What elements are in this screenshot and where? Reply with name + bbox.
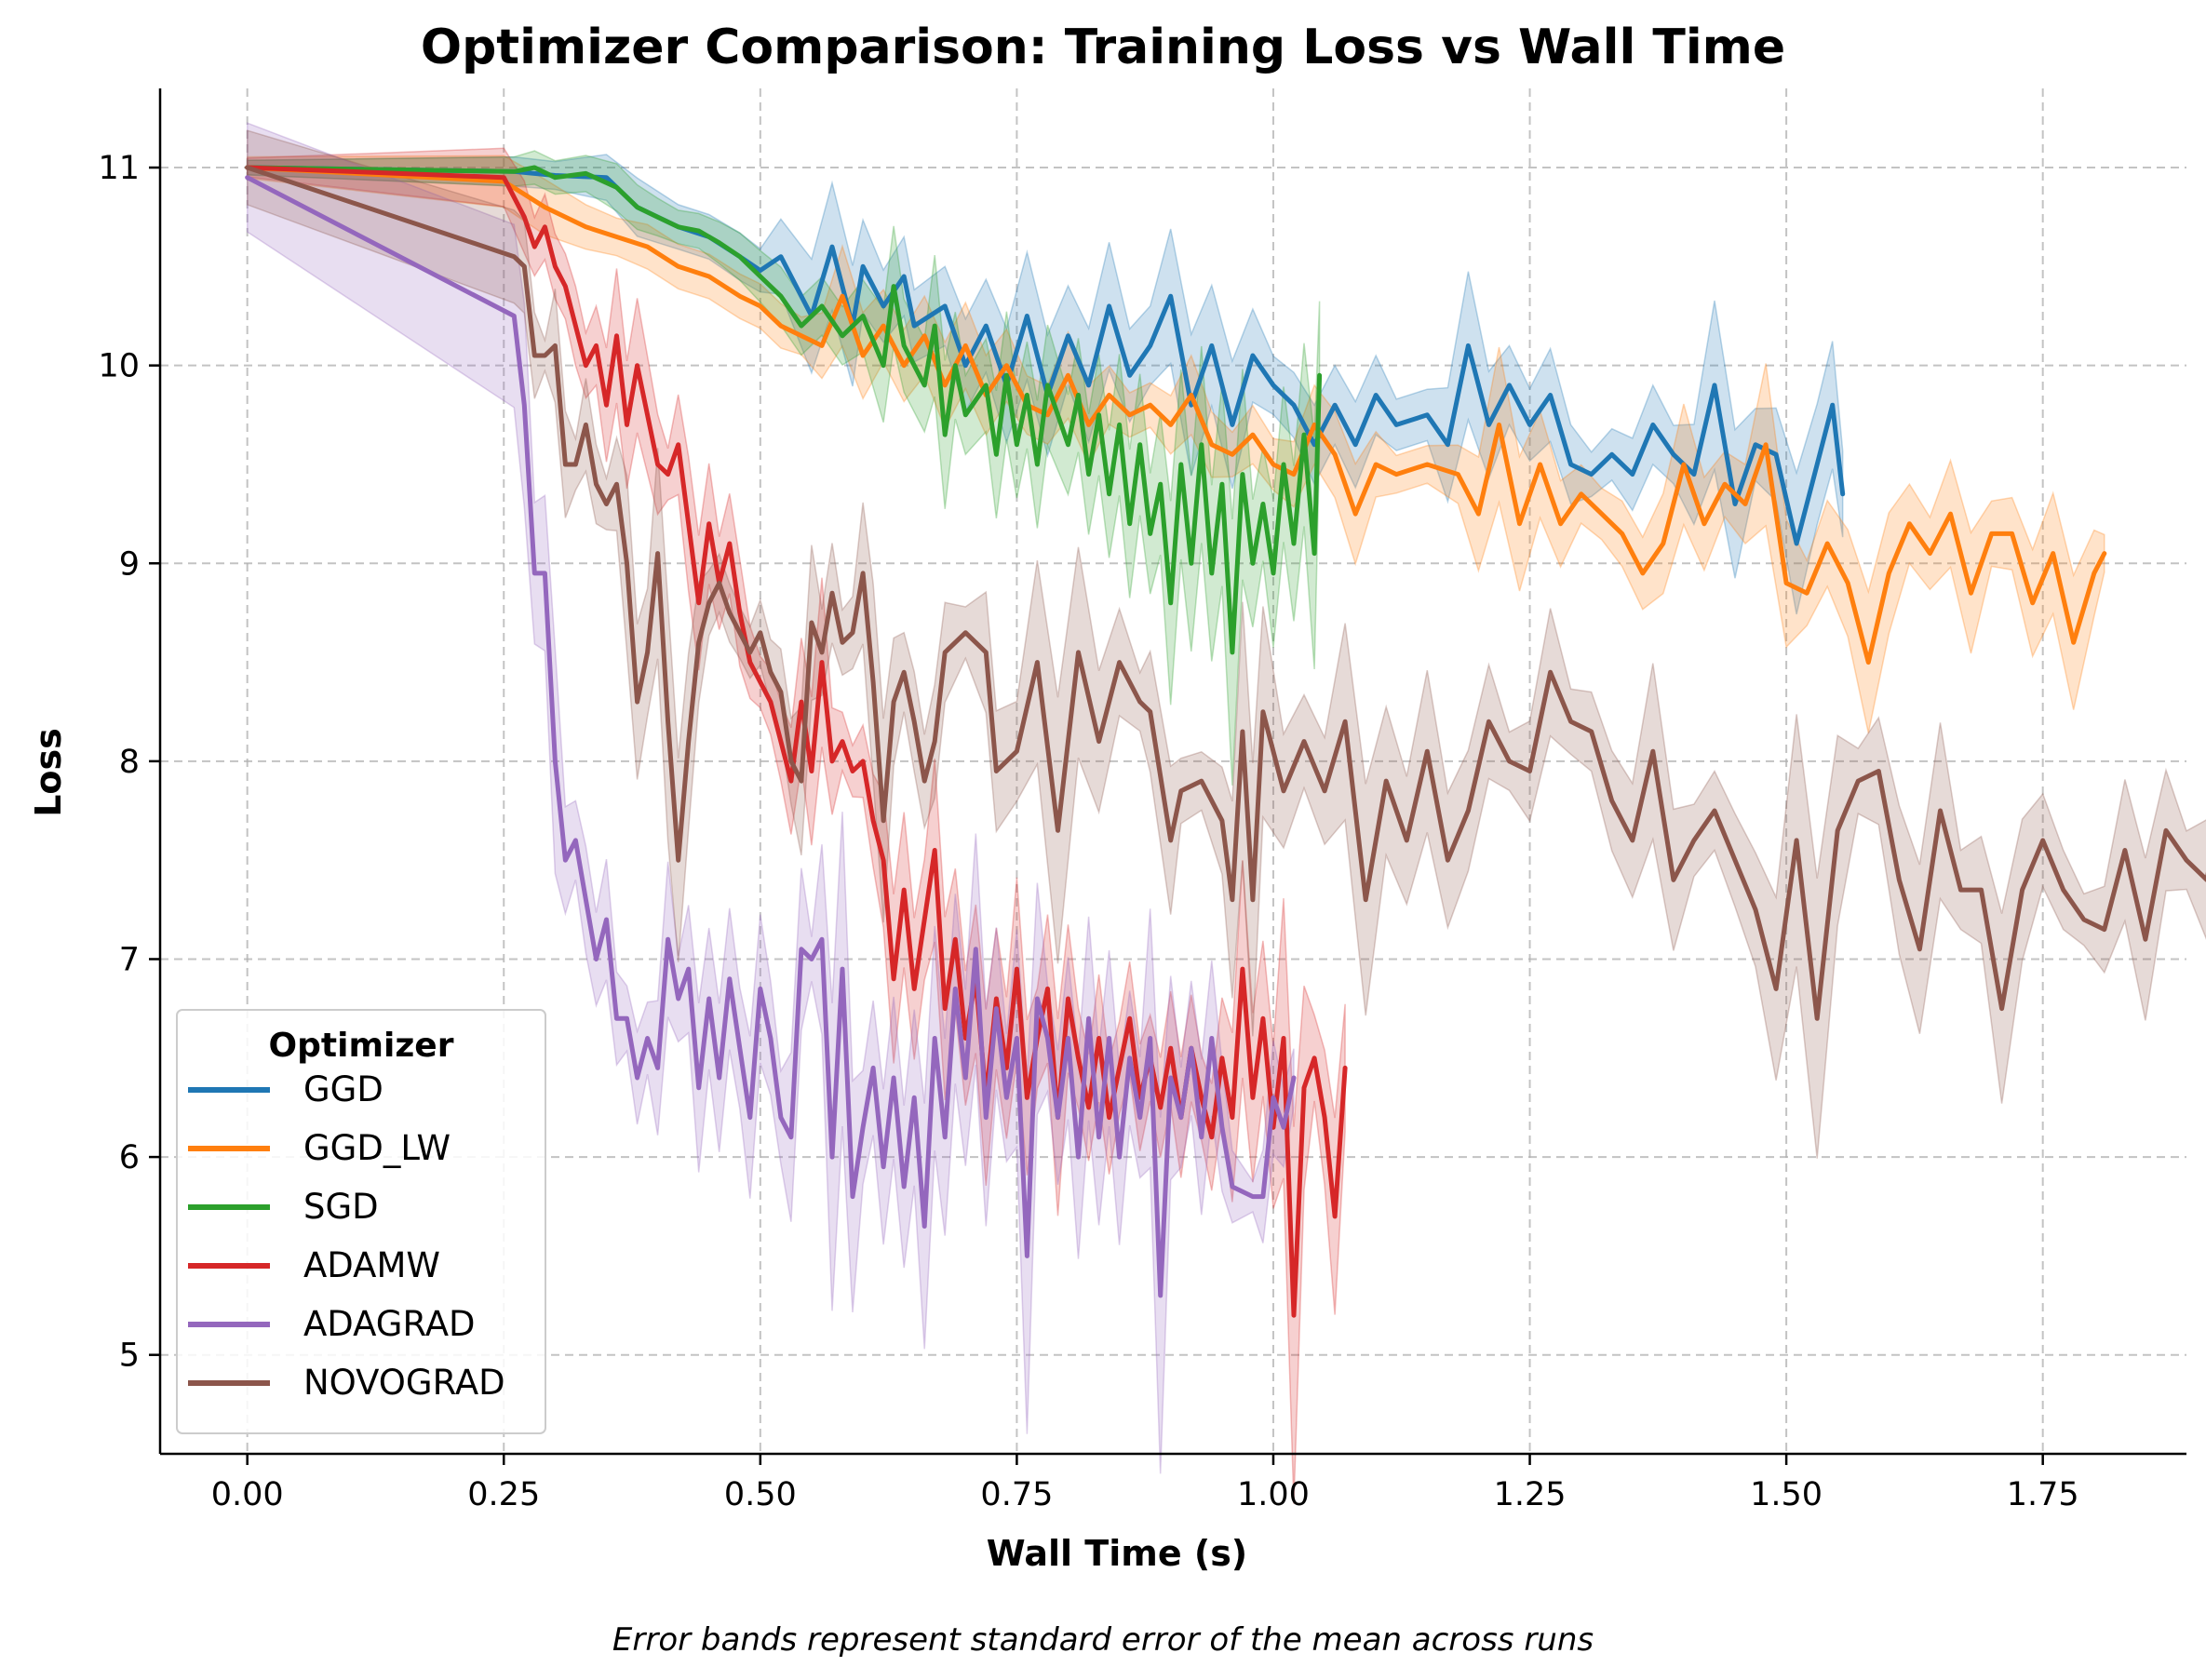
legend-title: Optimizer [269,1027,454,1065]
x-tick-label: 0.50 [724,1476,797,1513]
x-ticks: 0.00 0.25 0.50 0.75 1.00 1.25 1.50 1.75 [211,1454,2079,1513]
chart-title: Optimizer Comparison: Training Loss vs W… [421,20,1785,75]
x-axis-label: Wall Time (s) [987,1533,1247,1574]
y-tick-label: 7 [119,941,140,978]
x-tick-label: 0.25 [467,1476,540,1513]
adamw-line [245,165,1348,1318]
axes [158,88,2186,1456]
x-tick-label: 1.25 [1494,1476,1567,1513]
y-tick-label: 9 [119,545,140,583]
novograd-line [245,165,2206,1021]
y-tick-label: 11 [98,150,140,187]
x-tick-label: 1.50 [1750,1476,1823,1513]
x-tick-label: 0.00 [211,1476,284,1513]
legend-label-sgd: SGD [303,1187,379,1227]
chart-caption: Error bands represent standard error of … [612,1621,1594,1659]
x-tick-label: 0.75 [980,1476,1053,1513]
legend-box [176,1009,546,1434]
legend-label-adamw: ADAMW [303,1245,440,1285]
x-tick-label: 1.00 [1237,1476,1310,1513]
y-ticks: 5 6 7 8 9 10 11 [98,150,160,1375]
legend-label-ggd: GGD [303,1069,383,1109]
ggd-lw-line [245,165,2107,665]
adagrad-line [245,175,1297,1298]
y-tick-label: 10 [98,348,140,385]
y-tick-label: 6 [119,1139,140,1176]
ggd-line [245,165,1846,546]
x-tick-label: 1.75 [2007,1476,2079,1513]
series-lines [245,165,2206,1318]
y-axis-label: Loss [28,728,69,817]
y-tick-label: 5 [119,1337,140,1375]
legend: Optimizer GGD GGD_LW SGD ADAMW ADAGRAD NOVOGR… [176,1009,546,1434]
y-tick-label: 8 [119,744,140,781]
legend-label-novograd: NOVOGRAD [303,1363,505,1403]
adamw-error-band [246,147,1346,1504]
legend-label-ggd-lw: GGD_LW [303,1128,451,1168]
sgd-line [245,165,1323,655]
legend-label-adagrad: ADAGRAD [303,1304,476,1344]
